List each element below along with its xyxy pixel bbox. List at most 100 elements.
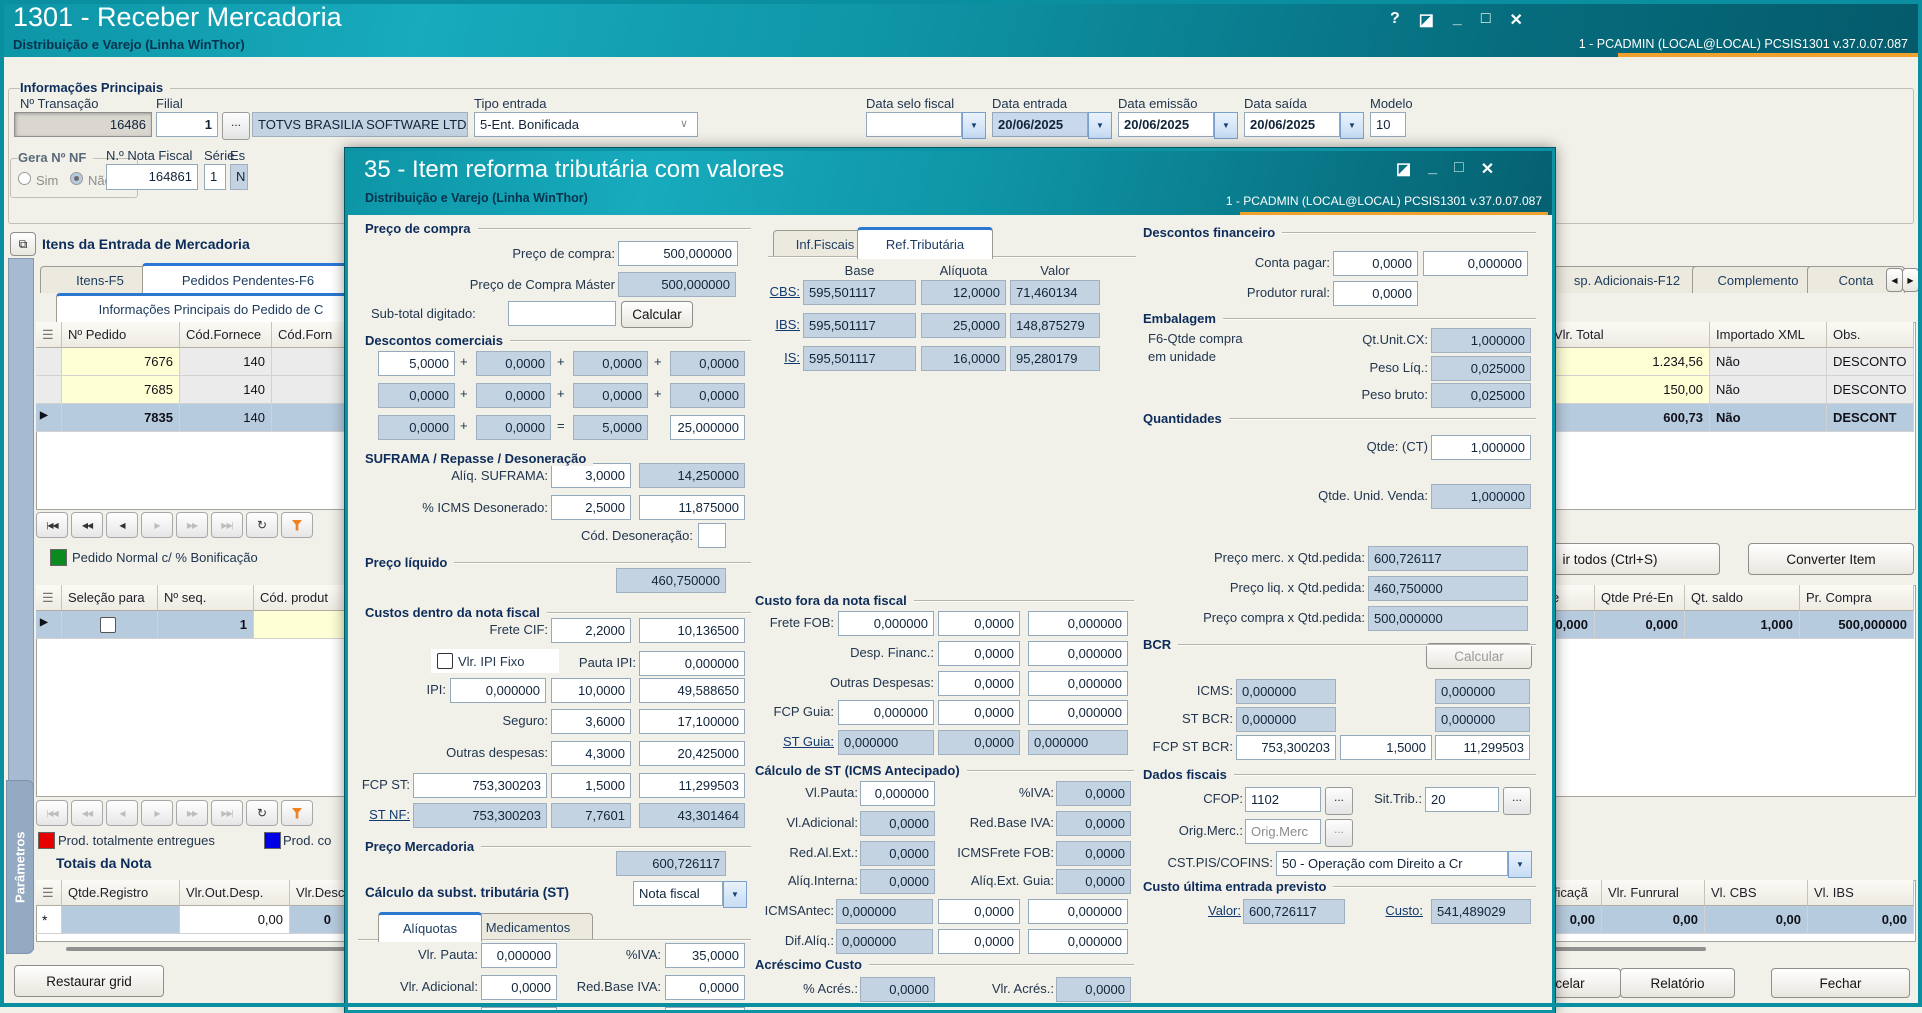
- parametros-tab[interactable]: Parâmetros: [6, 780, 34, 954]
- icms-desonerado-field[interactable]: 2,5000: [551, 495, 631, 520]
- ibs-link[interactable]: IBS:: [775, 317, 800, 332]
- row-marker[interactable]: *: [36, 906, 62, 934]
- fcp-st-perc[interactable]: 1,5000: [551, 773, 631, 798]
- nav-first-button[interactable]: |◀◀: [36, 512, 68, 538]
- refresh-icon[interactable]: ↻: [246, 800, 278, 826]
- st-guia-link[interactable]: ST Guia:: [782, 734, 834, 749]
- nav-next-button[interactable]: ▶: [141, 512, 173, 538]
- grid3-header-cbs[interactable]: Vl. CBS: [1705, 880, 1808, 906]
- cell-out-desp[interactable]: 0,00: [180, 906, 290, 934]
- data-saida-dropdown-icon[interactable]: ▼: [1340, 112, 1364, 139]
- fcp-guia-perc[interactable]: 0,0000: [938, 700, 1020, 725]
- cell-pre-entrada[interactable]: 0,000: [1595, 611, 1685, 639]
- bcr-calcular-button[interactable]: Calcular: [1426, 643, 1532, 669]
- radio-nao[interactable]: [70, 172, 83, 185]
- grid1-header-pedido[interactable]: Nº Pedido: [62, 322, 180, 348]
- frete-fob-valor[interactable]: 0,000000: [1028, 611, 1128, 636]
- converter-item-button[interactable]: Converter Item: [1748, 543, 1914, 575]
- vl-pauta-field[interactable]: 0,000000: [860, 781, 935, 806]
- desp-financ-valor[interactable]: 0,000000: [1028, 641, 1128, 666]
- sit-trib-field[interactable]: 20: [1425, 787, 1499, 812]
- cell-pedido[interactable]: 7685: [62, 376, 180, 404]
- grid1-header-xml[interactable]: Importado XML: [1710, 322, 1827, 348]
- tab-pedidos-pendentes-f6[interactable]: Pedidos Pendentes-F6: [142, 263, 354, 295]
- nav-prev-button[interactable]: ◀: [106, 512, 138, 538]
- tab-scroll-right-button[interactable]: ▶: [1902, 268, 1919, 292]
- data-selo-dropdown-icon[interactable]: ▼: [962, 112, 986, 139]
- calcular-button[interactable]: Calcular: [621, 301, 693, 328]
- preco-compra-field[interactable]: 500,000000: [618, 241, 738, 266]
- tab-scroll-left-button[interactable]: ◀: [1886, 268, 1903, 292]
- cell-fornece[interactable]: 140: [180, 404, 272, 432]
- tab-desp-adicionais-f12[interactable]: sp. Adicionais-F12: [1545, 266, 1709, 293]
- calc-st-dropdown-icon[interactable]: ▼: [723, 881, 747, 908]
- cell-saldo[interactable]: 1,000: [1685, 611, 1800, 639]
- valor-link[interactable]: Valor:: [1208, 903, 1241, 918]
- cell-xml[interactable]: Não: [1710, 348, 1827, 376]
- data-emissao-dropdown-icon[interactable]: ▼: [1214, 112, 1238, 139]
- aliq-suframa-field[interactable]: 3,0000: [551, 463, 631, 488]
- radio-nao-label[interactable]: Não: [88, 173, 112, 188]
- cst-pis-cofins-combo[interactable]: 50 - Operação com Direito a Cr: [1276, 851, 1508, 876]
- detach-panel-button[interactable]: ⧉: [10, 232, 36, 256]
- grid1-menu-icon[interactable]: ☰: [36, 322, 62, 348]
- grid2-header-selecao[interactable]: Seleção para: [62, 585, 158, 611]
- cell-forn2[interactable]: [272, 348, 352, 376]
- ipi-valor[interactable]: 49,588650: [639, 678, 745, 703]
- restore-icon[interactable]: ◪: [1418, 12, 1434, 29]
- red-al-ext-field[interactable]: 0,0000: [481, 1007, 557, 1010]
- fcp-guia-valor[interactable]: 0,000000: [1028, 700, 1128, 725]
- grid1-header-obs[interactable]: Obs.: [1827, 322, 1914, 348]
- grid3-header-qtde[interactable]: Qtde.Registro: [62, 880, 180, 906]
- selected-row-arrow-icon[interactable]: ▶: [36, 611, 62, 639]
- desconto-field[interactable]: 5,0000: [378, 351, 455, 376]
- grid3-header-ibs[interactable]: Vl. IBS: [1808, 880, 1914, 906]
- cfop-field[interactable]: 1102: [1245, 787, 1321, 812]
- seguro-valor[interactable]: 17,100000: [639, 709, 745, 734]
- tipo-entrada-combo[interactable]: 5-Ent. Bonificada: [474, 112, 698, 137]
- frete-cif-perc[interactable]: 2,2000: [551, 618, 631, 643]
- cell-xml[interactable]: Não: [1710, 376, 1827, 404]
- filter-button[interactable]: [281, 800, 313, 826]
- sit-trib-browse-button[interactable]: ...: [1503, 787, 1531, 815]
- grid2-menu-icon[interactable]: ☰: [36, 585, 62, 611]
- grid3-header-outdesp[interactable]: Vlr.Out.Desp.: [180, 880, 290, 906]
- cell-total[interactable]: 600,73: [1548, 404, 1710, 432]
- help-icon[interactable]: ?: [1390, 10, 1400, 27]
- ipi-perc[interactable]: 10,0000: [551, 678, 631, 703]
- vlr-pauta-field[interactable]: 0,000000: [481, 943, 557, 968]
- cell-total[interactable]: 1.234,56: [1548, 348, 1710, 376]
- cell-obs[interactable]: DESCONT: [1827, 404, 1914, 432]
- st-nf-link[interactable]: ST NF:: [369, 807, 410, 822]
- serie-field[interactable]: 1: [204, 164, 226, 190]
- row-checkbox[interactable]: [100, 617, 116, 633]
- cell-obs[interactable]: DESCONTO: [1827, 376, 1914, 404]
- cell-cbs[interactable]: 0,00: [1705, 906, 1808, 934]
- restaurar-grid-button[interactable]: Restaurar grid: [14, 965, 164, 997]
- vlr-adicional-field[interactable]: 0,0000: [481, 975, 557, 1000]
- grid1-header-forn2[interactable]: Cód.Forn: [272, 322, 352, 348]
- fcp-st-bcr-perc[interactable]: 1,5000: [1340, 735, 1432, 760]
- nav-prev-button[interactable]: ◀: [106, 800, 138, 826]
- pauta-ipi-field[interactable]: 0,000000: [639, 651, 745, 676]
- cst-dropdown-icon[interactable]: ▼: [1508, 851, 1532, 878]
- nav-first-button[interactable]: |◀◀: [36, 800, 68, 826]
- tab-ref-tributaria[interactable]: Ref.Tributária: [857, 227, 993, 259]
- close-icon[interactable]: ✕: [1480, 161, 1495, 178]
- icms-desonerado-valor[interactable]: 11,875000: [639, 495, 745, 520]
- close-icon[interactable]: ✕: [1509, 12, 1523, 29]
- grid2-header-produto[interactable]: Cód. produt: [254, 585, 345, 611]
- icms-antec-valor[interactable]: 0,000000: [1028, 899, 1128, 924]
- frete-fob-base[interactable]: 0,000000: [838, 611, 934, 636]
- orig-merc-field[interactable]: Orig.Merc: [1245, 819, 1321, 844]
- calc-st-combo[interactable]: Nota fiscal: [633, 881, 723, 906]
- cell-produto[interactable]: [254, 611, 345, 639]
- outras-despesas-valor[interactable]: 20,425000: [639, 741, 745, 766]
- conta-pagar-valor[interactable]: 0,000000: [1423, 251, 1528, 276]
- cell-pedido[interactable]: 7676: [62, 348, 180, 376]
- tab-aliquotas[interactable]: Alíquotas: [378, 912, 482, 942]
- ipi-base[interactable]: 0,000000: [450, 678, 546, 703]
- cell-fornece[interactable]: 140: [180, 376, 272, 404]
- outras-despesas-perc[interactable]: 4,3000: [551, 741, 631, 766]
- fechar-button[interactable]: Fechar: [1771, 968, 1910, 998]
